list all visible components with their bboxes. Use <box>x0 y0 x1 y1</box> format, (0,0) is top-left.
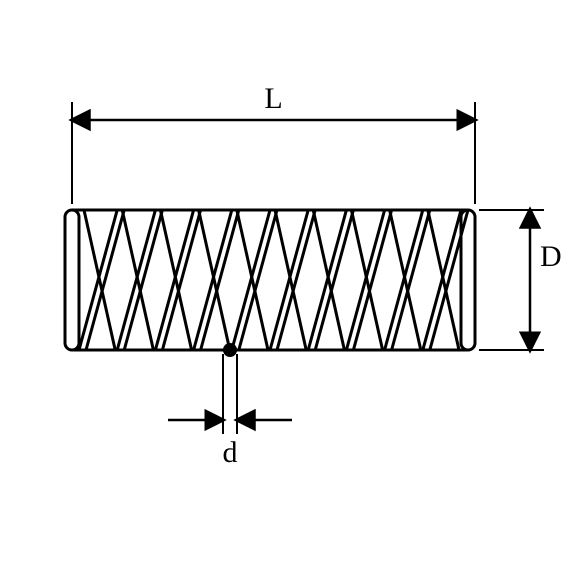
dimension-diameter: D <box>479 210 562 350</box>
dimension-wire-diameter: d <box>168 343 292 469</box>
label-L: L <box>264 82 282 115</box>
label-D: D <box>540 240 562 273</box>
spring-diagram: L D d <box>0 0 585 585</box>
wire-diameter-marker <box>223 343 237 357</box>
dimension-length: L <box>72 82 475 204</box>
spring-body <box>65 210 475 350</box>
label-d: d <box>223 436 238 469</box>
